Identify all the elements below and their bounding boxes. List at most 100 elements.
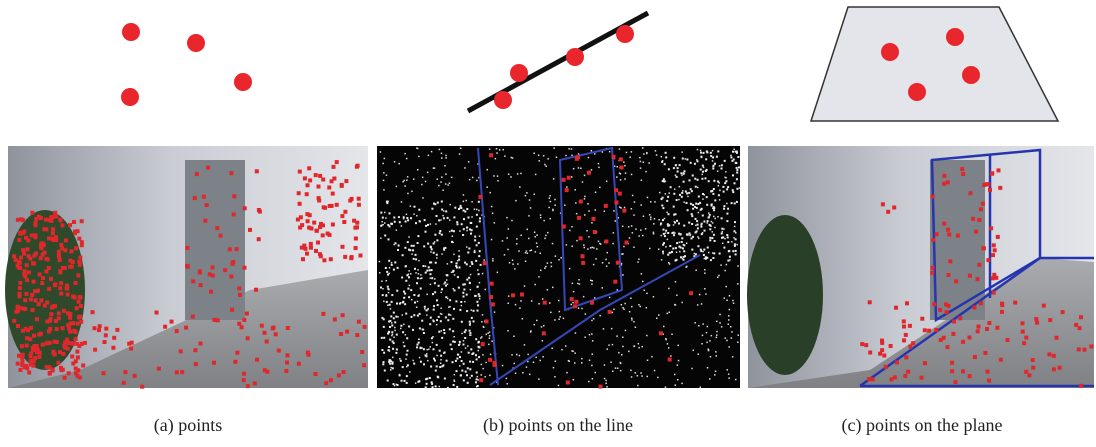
feature-point [948,259,952,263]
edge-speck [671,334,673,336]
feature-point [1061,310,1065,314]
feature-point [286,353,290,357]
feature-point [284,369,288,373]
edge-speck [399,374,401,376]
edge-speck [633,247,635,249]
edge-speck [469,179,471,181]
feature-point [1074,323,1078,327]
edge-speck [425,181,427,183]
edge-speck [411,316,413,318]
edge-speck [452,361,454,363]
edge-speck [730,156,732,158]
edge-speck [477,379,479,381]
edge-speck [464,331,466,333]
feature-point [36,289,40,293]
edge-speck [381,349,383,351]
edge-speck [675,164,677,166]
edge-speck [700,169,702,171]
edge-speck [702,198,704,200]
feature-point [1034,317,1038,321]
feature-point [65,338,69,342]
edge-speck [578,308,580,310]
edge-speck [444,378,446,380]
edge-speck [691,190,693,192]
edge-speck [439,350,441,352]
edge-speck [412,249,414,251]
edge-speck [463,379,465,381]
feature-point [306,183,310,187]
edge-speck [673,224,675,226]
edge-speck [623,309,625,311]
feature-point [78,315,82,319]
edge-speck [453,384,455,386]
edge-speck [506,378,508,380]
feature-point [34,221,38,225]
edge-speck [619,172,621,174]
edge-speck [713,216,715,218]
edge-speck [700,156,702,158]
edge-speck [445,157,447,159]
feature-point [53,283,57,287]
edge-speck [390,315,392,317]
feature-point [894,306,898,310]
feature-point [342,370,346,374]
edge-speck [729,259,731,261]
point [908,83,926,101]
feature-point [28,257,32,261]
edge-speck [622,226,624,228]
feature-point [938,308,942,312]
edge-speck [393,269,395,271]
feature-point [68,223,72,227]
edge-speck [474,251,476,253]
edge-speck [394,221,396,223]
edge-speck [559,311,561,313]
edge-speck [667,343,669,345]
edge-speck [682,158,684,160]
edge-speck [380,212,382,214]
edge-speck [492,213,494,215]
feature-point [285,361,289,365]
point [616,25,634,43]
edge-speck [398,216,400,218]
feature-point [21,329,25,333]
edge-speck [466,310,468,312]
feature-point [489,153,493,157]
edge-speck [531,300,533,302]
edge-speck [399,358,401,360]
feature-point [981,246,985,250]
edge-speck [470,334,472,336]
edge-speck [415,258,417,260]
caption: (a) points [154,415,222,436]
feature-point [80,219,84,223]
edge-speck [403,216,405,218]
edge-speck [710,152,712,154]
edge-speck [490,192,492,194]
feature-point [199,283,203,287]
feature-point [59,281,63,285]
edge-speck [545,235,547,237]
edge-speck [536,234,538,236]
edge-speck [685,158,687,160]
edge-speck [387,305,389,307]
edge-speck [453,254,455,256]
feature-point [16,324,20,328]
feature-point [27,270,31,274]
feature-point [324,381,328,385]
edge-speck [421,277,423,279]
edge-speck [459,153,461,155]
edge-speck [380,225,382,227]
feature-point [71,260,75,264]
feature-point [298,202,302,206]
feature-point [50,215,54,219]
feature-point [573,304,577,308]
edge-speck [599,187,601,189]
edge-speck [624,178,626,180]
feature-point [339,332,343,336]
edge-speck [607,348,609,350]
feature-point [357,203,361,207]
edge-speck [613,232,615,234]
feature-point [45,320,49,324]
edge-speck [459,230,461,232]
feature-point [17,238,21,242]
edge-speck [736,178,738,180]
